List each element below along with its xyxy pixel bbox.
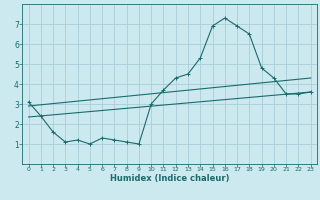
X-axis label: Humidex (Indice chaleur): Humidex (Indice chaleur) (110, 174, 229, 183)
